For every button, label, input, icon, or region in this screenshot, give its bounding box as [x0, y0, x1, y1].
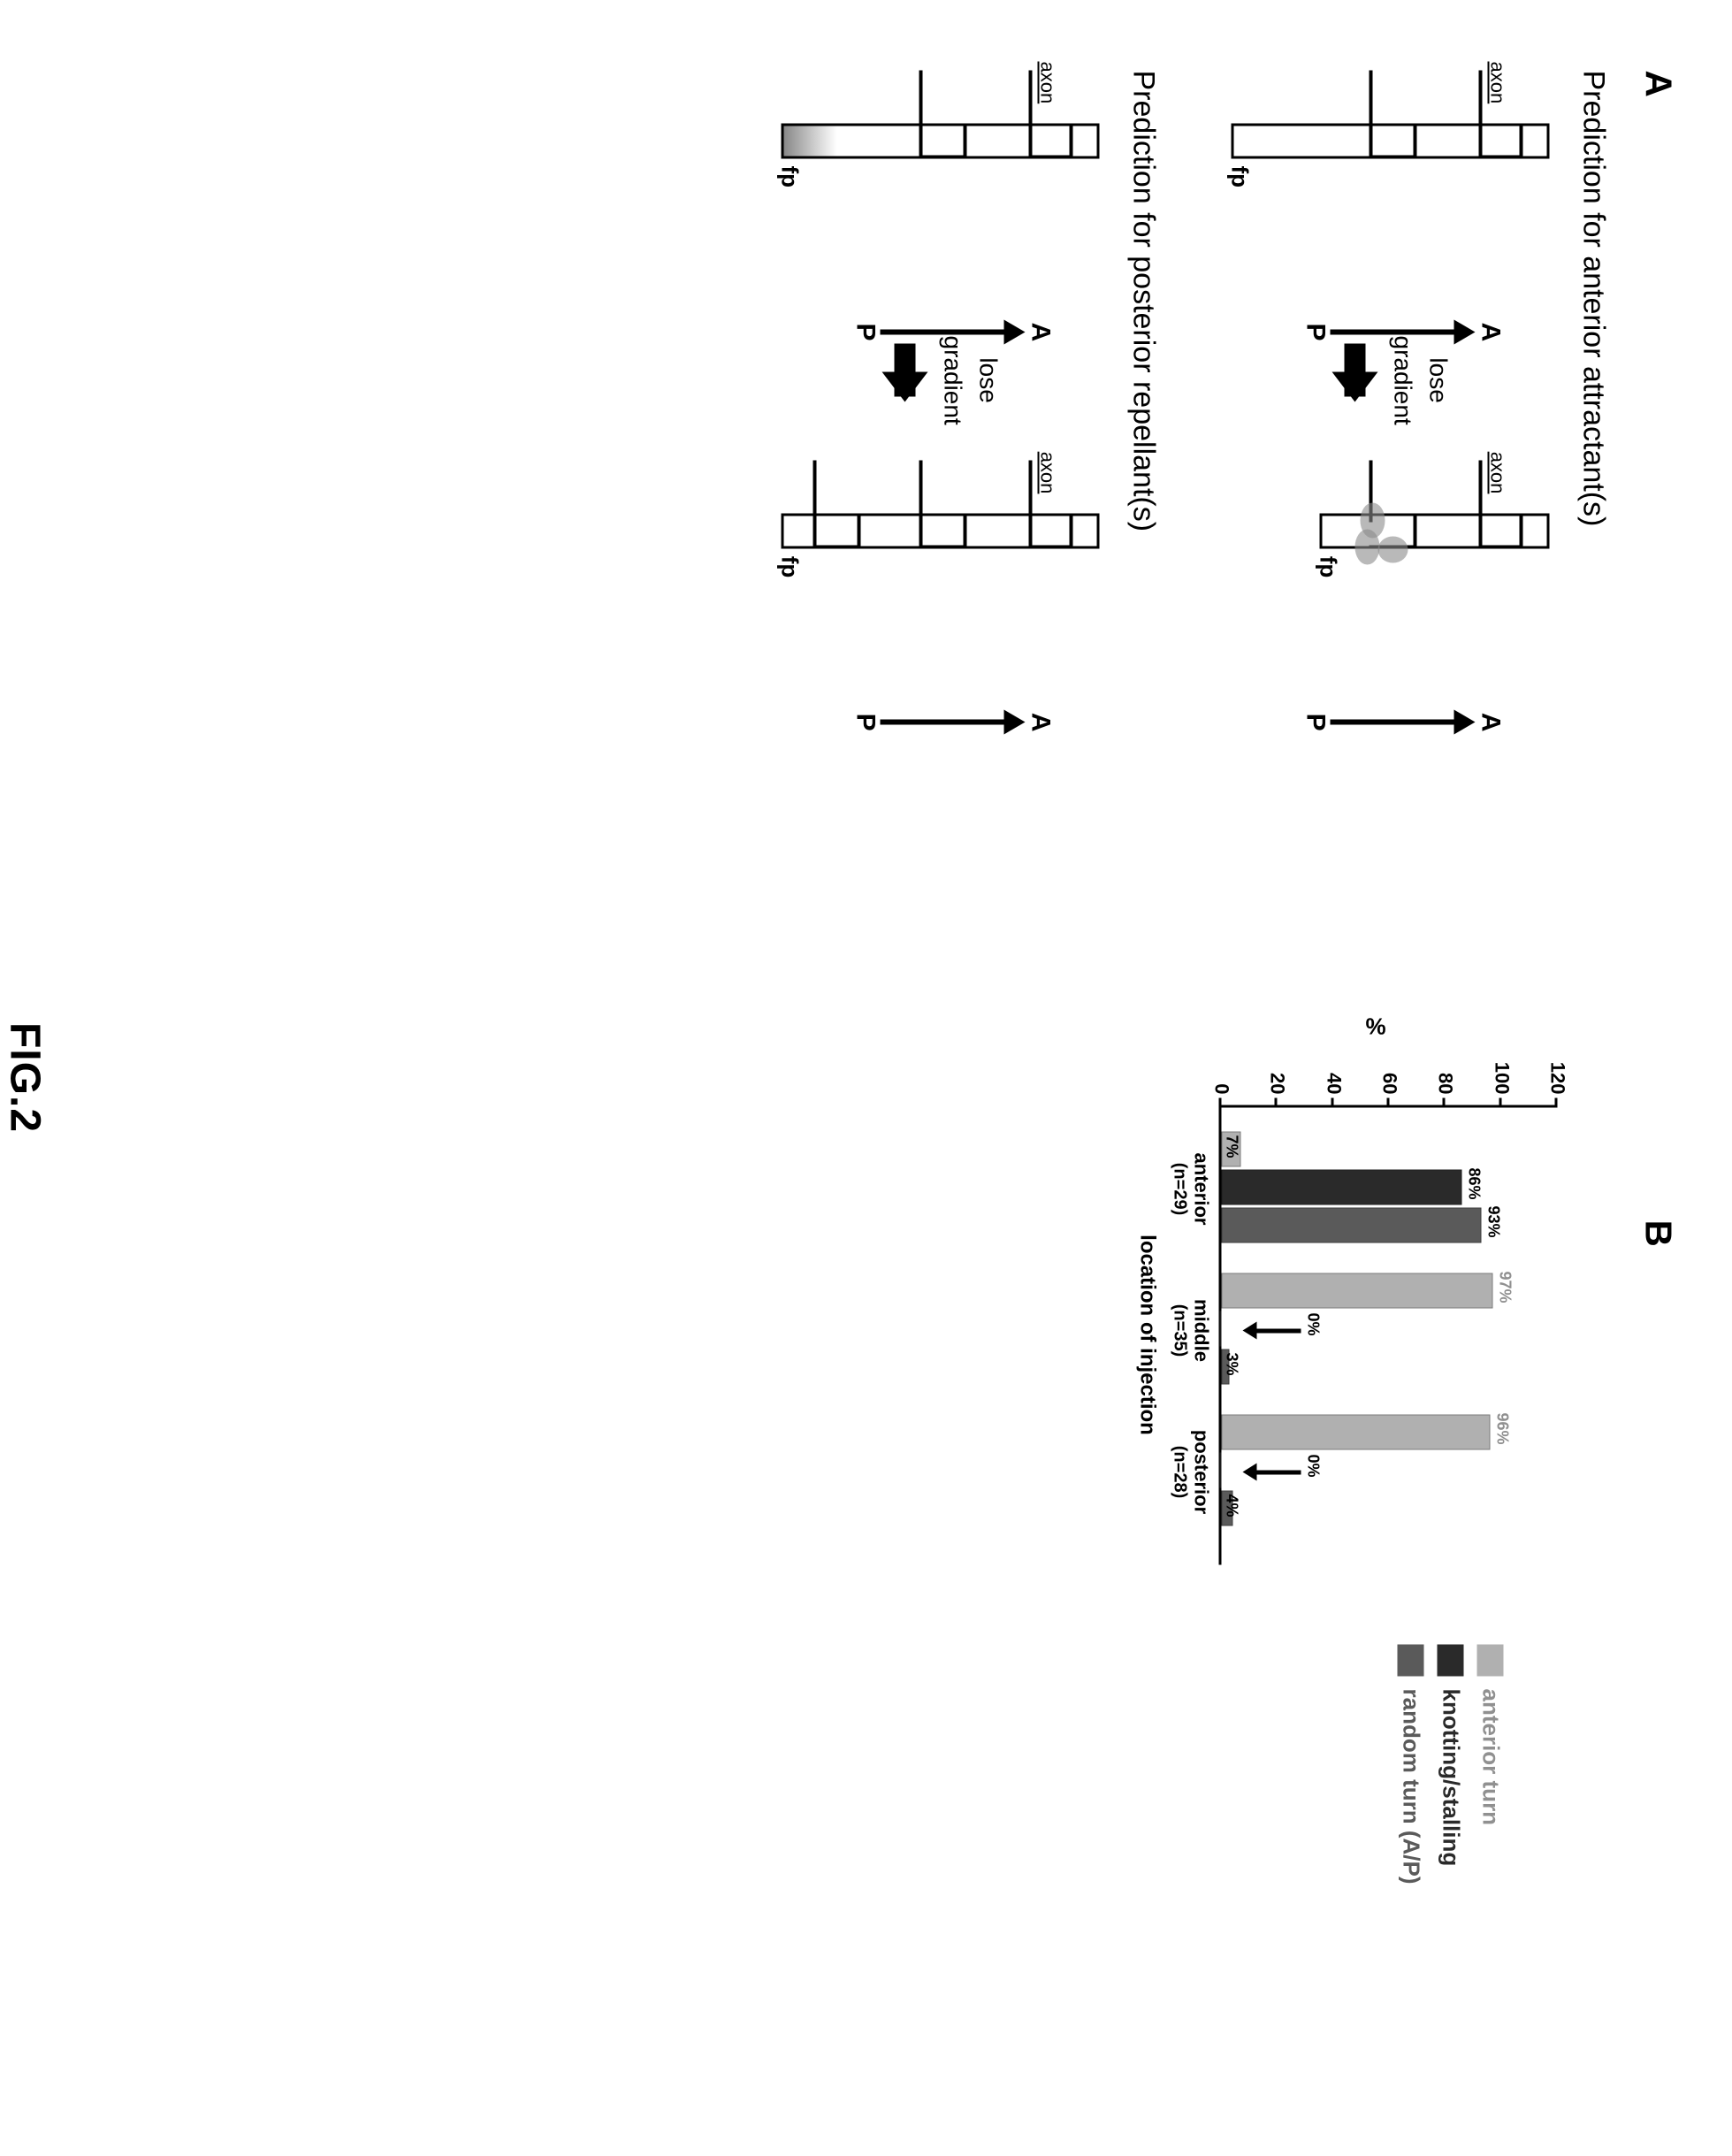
diagram-attractant-before: axon fp A P [1232, 71, 1550, 301]
panel-a: A Prediction for anterior attractant(s) … [120, 71, 1680, 884]
ap-arrow: A P [1301, 710, 1506, 735]
panel-a-label: A [1637, 71, 1680, 884]
bar-anterior_turn [1222, 1415, 1491, 1450]
legend-item: random turn (A/P) [1398, 1645, 1425, 1885]
y-tick-label: 60 [1378, 1052, 1401, 1095]
chart-legend: anterior turn knotting/stalling random tur… [1398, 1645, 1505, 1885]
y-tick-label: 80 [1434, 1052, 1457, 1095]
legend-swatch [1477, 1645, 1504, 1677]
panel-b-label: B [1637, 1220, 1680, 2016]
fp-label: fp [1226, 166, 1254, 188]
ap-arrow: A P [851, 320, 1056, 345]
bar-random [1222, 1208, 1483, 1243]
bar-knotting [1220, 1453, 1222, 1488]
zero-arrow-icon [1243, 1322, 1301, 1340]
figure-label: FIG.2 [1, 0, 50, 2156]
axon-label: axon [1036, 452, 1059, 494]
y-tick-label: 20 [1266, 1052, 1289, 1095]
y-tick-label: 40 [1322, 1052, 1345, 1095]
legend-swatch [1398, 1645, 1424, 1677]
bar-value-label: 7% [1223, 1135, 1241, 1158]
bar-value-label: 0% [1304, 1313, 1323, 1336]
ap-arrow: A P [1301, 320, 1506, 345]
bar-value-label: 97% [1496, 1272, 1515, 1304]
legend-label: anterior turn [1477, 1689, 1505, 1826]
bar-value-label: 3% [1223, 1353, 1241, 1376]
bar-value-label: 96% [1493, 1413, 1512, 1445]
bar-knotting [1222, 1170, 1462, 1205]
ap-arrow: A P [851, 710, 1056, 735]
bar-chart: % 020406080100120 7%86%93%anterior(n=29)… [1133, 1044, 1576, 1592]
y-tick-label: 100 [1490, 1052, 1513, 1095]
prediction2-title: Prediction for posterior repellant(s) [1126, 71, 1161, 884]
prediction1-title: Prediction for anterior attractant(s) [1576, 71, 1611, 884]
legend-swatch [1438, 1645, 1464, 1677]
lose-gradient-arrow: lose gradient [879, 336, 1003, 425]
fp-label: fp [776, 556, 804, 578]
panel-b: B % 020406080100120 7%86%93%anterior(n=2… [120, 1044, 1680, 2016]
legend-item: knotting/stalling [1438, 1645, 1465, 1885]
legend-label: random turn (A/P) [1398, 1689, 1425, 1885]
bar-value-label: 93% [1484, 1206, 1503, 1238]
prediction-anterior-attractant: Prediction for anterior attractant(s) ax… [1232, 71, 1611, 884]
y-tick-label: 0 [1210, 1052, 1233, 1095]
fp-label: fp [776, 166, 804, 188]
bar-value-label: 86% [1465, 1168, 1484, 1200]
diagram-attractant-after: axon fp A [1232, 461, 1550, 691]
axon-label: axon [1036, 62, 1059, 104]
y-axis-label: % [1365, 1013, 1385, 1041]
legend-item: anterior turn [1477, 1645, 1505, 1885]
bar-knotting [1220, 1311, 1222, 1347]
bar-anterior_turn [1222, 1273, 1493, 1309]
y-tick-label: 120 [1546, 1052, 1569, 1095]
category-label: anterior(n=29) [1170, 1128, 1213, 1251]
bar-value-label: 0% [1304, 1455, 1323, 1478]
axon-label: axon [1486, 62, 1509, 104]
fp-label: fp [1315, 556, 1342, 578]
legend-label: knotting/stalling [1438, 1689, 1465, 1867]
bar-value-label: 4% [1223, 1495, 1241, 1518]
diagram-repellant-before: axon fp A P [782, 71, 1100, 301]
category-label: middle(n=35) [1170, 1269, 1213, 1393]
lose-gradient-arrow: lose gradient [1329, 336, 1453, 425]
prediction-posterior-repellant: Prediction for posterior repellant(s) ax… [782, 71, 1161, 884]
axon-label: axon [1486, 452, 1509, 494]
zero-arrow-icon [1243, 1464, 1301, 1481]
diagram-repellant-after: axon fp A [782, 461, 1100, 691]
x-axis-label: location of injection [1135, 1105, 1160, 1565]
category-label: posterior(n=28) [1170, 1411, 1213, 1534]
